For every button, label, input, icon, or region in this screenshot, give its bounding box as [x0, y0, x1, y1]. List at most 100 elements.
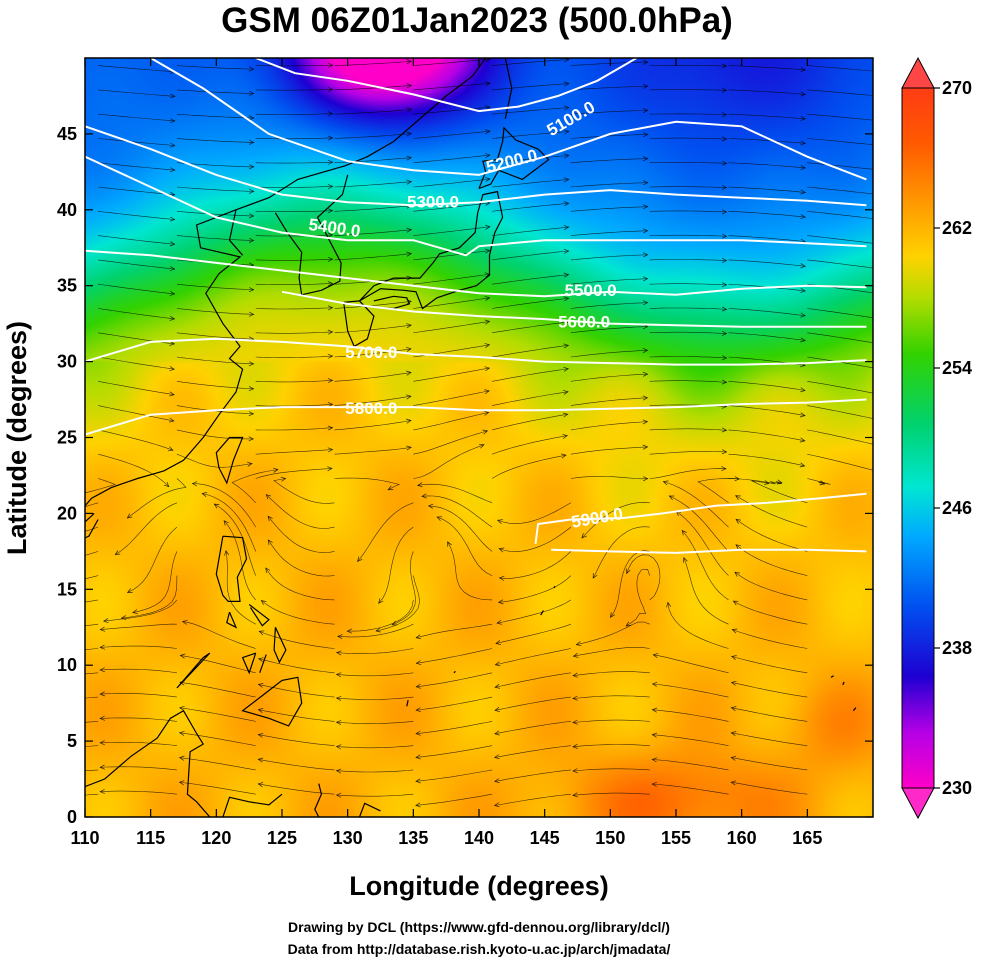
streamline: [176, 308, 254, 315]
streamline-arrow: [642, 476, 649, 482]
streamline-arrow: [721, 257, 728, 263]
streamline-arrow: [223, 520, 229, 526]
streamline-arrow: [163, 481, 170, 488]
streamline-arrow: [879, 317, 884, 321]
streamline-arrow: [721, 449, 728, 455]
streamline: [413, 226, 490, 236]
streamline: [98, 89, 175, 97]
streamline-arrow: [421, 493, 427, 499]
streamline-arrow: [260, 599, 267, 606]
streamline: [176, 89, 254, 94]
streamline: [413, 390, 490, 406]
streamline-arrow: [406, 155, 413, 161]
streamline: [731, 757, 808, 771]
streamline-arrow: [651, 732, 658, 738]
streamline-arrow: [581, 532, 587, 539]
streamline-arrow: [878, 418, 883, 422]
streamline: [334, 229, 412, 236]
streamline: [334, 109, 412, 115]
streamline: [649, 162, 727, 164]
streamline-arrow: [572, 672, 578, 678]
streamline-arrow: [483, 410, 490, 416]
streamline: [649, 283, 727, 286]
streamline-arrow: [642, 107, 649, 114]
streamline-arrow: [169, 391, 175, 397]
streamline-arrow: [406, 370, 412, 376]
streamline: [735, 544, 808, 576]
streamline: [413, 130, 490, 139]
streamline: [334, 420, 411, 431]
streamline-arrow: [642, 156, 649, 162]
streamline: [497, 599, 572, 624]
colorbar-tick-label: 238: [942, 638, 972, 658]
streamline: [179, 757, 256, 771]
streamline: [336, 769, 414, 773]
streamline-arrow: [265, 494, 272, 500]
colorbar-body: [901, 87, 935, 789]
streamline: [652, 734, 729, 746]
streamline: [807, 381, 873, 394]
streamline-arrow: [721, 379, 728, 385]
streamline-arrow: [878, 392, 883, 396]
streamline-arrow: [730, 755, 737, 761]
streamline: [728, 259, 806, 267]
contour-line: [534, 492, 867, 554]
streamline: [652, 709, 729, 722]
streamline-arrow: [248, 436, 254, 442]
streamline-arrow: [493, 802, 500, 808]
streamlines: [23, 58, 884, 808]
coastline: [85, 709, 211, 817]
contour-line: [85, 249, 867, 298]
streamline-arrow: [169, 93, 176, 99]
streamline-arrow: [721, 209, 728, 215]
y-tick-label: 45: [57, 124, 77, 144]
streamline: [492, 345, 569, 358]
streamline: [176, 138, 254, 143]
streamline: [649, 428, 727, 431]
y-tick-label: 30: [57, 352, 77, 372]
coastline: [248, 604, 270, 627]
streamline: [676, 511, 729, 576]
streamline: [98, 283, 175, 295]
streamline-arrow: [721, 160, 728, 166]
streamline-arrow: [248, 188, 255, 194]
y-tick-label: 5: [67, 731, 77, 751]
streamline: [728, 113, 806, 120]
streamline-arrow: [800, 140, 807, 146]
streamline: [255, 186, 333, 188]
streamline-arrow: [879, 119, 884, 123]
streamline: [179, 781, 256, 795]
streamline-arrow: [257, 682, 264, 688]
streamline-arrow: [23, 613, 28, 617]
streamline: [176, 283, 254, 290]
streamline-arrow: [668, 495, 675, 501]
streamline: [255, 234, 333, 237]
streamline-arrow: [563, 105, 570, 111]
coastline: [228, 58, 487, 256]
streamline-arrow: [406, 131, 413, 137]
streamline: [652, 759, 729, 771]
streamline: [592, 526, 650, 579]
streamline-arrow: [563, 225, 570, 230]
streamline-arrow: [484, 366, 491, 372]
streamline-arrow: [642, 180, 649, 186]
streamline: [731, 682, 808, 698]
streamline: [413, 367, 490, 382]
streamline: [261, 600, 335, 625]
streamline-arrow: [406, 107, 413, 113]
x-tick-label: 160: [727, 828, 757, 848]
streamline-arrow: [406, 59, 413, 65]
streamline-arrow: [682, 556, 688, 563]
streamline-arrow: [327, 378, 334, 384]
streamline-arrow: [387, 485, 394, 491]
y-tick-label: 25: [57, 428, 77, 448]
streamline-arrow: [879, 267, 884, 271]
streamline: [98, 429, 173, 451]
colorbar-tick-label: 246: [942, 498, 972, 518]
streamline-arrow: [375, 627, 381, 633]
streamline: [176, 356, 254, 365]
streamline-arrow: [651, 707, 658, 713]
streamline-arrow: [447, 541, 452, 547]
streamline: [728, 89, 806, 95]
